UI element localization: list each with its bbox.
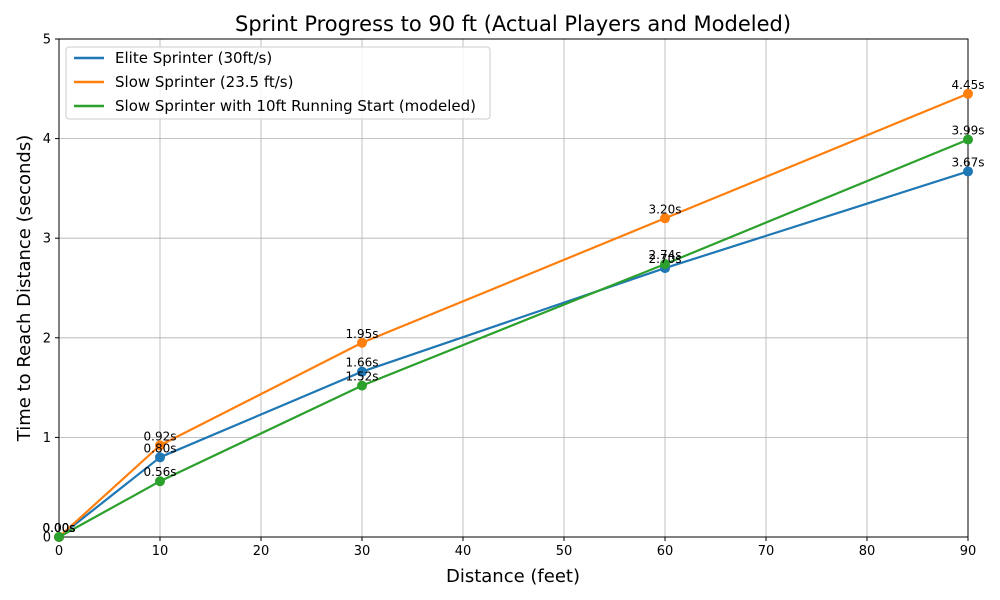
x-axis-title: Distance (feet): [446, 566, 580, 587]
data-point: [963, 88, 973, 99]
legend-label-1: Elite Sprinter (30ft/s): [115, 49, 272, 67]
x-tick-label: 30: [354, 544, 371, 559]
x-tick-label: 90: [960, 544, 977, 559]
data-label: 0.56s: [144, 465, 177, 479]
data-label: 3.67s: [952, 155, 985, 169]
y-tick-label: 1: [43, 431, 51, 446]
data-point: [155, 476, 165, 487]
y-tick-label: 5: [43, 33, 51, 48]
data-point: [963, 166, 973, 177]
data-labels: 0.00s0.80s1.66s2.70s3.67s0.00s0.92s1.95s…: [43, 78, 985, 535]
x-tick-label: 50: [556, 544, 573, 559]
x-tick-label: 60: [657, 544, 674, 559]
data-label: 1.52s: [346, 370, 379, 384]
data-point: [357, 366, 367, 377]
data-point: [155, 440, 165, 451]
data-label: 3.99s: [952, 124, 985, 138]
x-tick-label: 80: [859, 544, 876, 559]
legend-label-2: Slow Sprinter (23.5 ft/s): [115, 73, 293, 91]
x-tick-label: 10: [152, 544, 169, 559]
y-tick-label: 0: [43, 531, 51, 546]
y-tick-label: 2: [43, 331, 51, 346]
data-label: 0.80s: [144, 441, 177, 455]
data-label: 1.95s: [346, 327, 379, 341]
series-lines: [54, 88, 973, 542]
x-tick-label: 0: [55, 544, 63, 559]
data-point: [357, 337, 367, 348]
data-label: 1.66s: [346, 356, 379, 370]
x-tick-label: 40: [455, 544, 472, 559]
data-label: 0.00s: [43, 521, 76, 535]
data-point: [963, 134, 973, 145]
data-label: 2.70s: [649, 252, 682, 266]
data-label: 4.45s: [952, 78, 985, 92]
chart-title: Sprint Progress to 90 ft (Actual Players…: [235, 12, 791, 36]
x-tick-label: 70: [758, 544, 775, 559]
data-label: 2.74s: [649, 248, 682, 262]
data-point: [660, 259, 670, 270]
legend: Elite Sprinter (30ft/s) Slow Sprinter (23…: [65, 46, 491, 120]
y-axis-title: Time to Reach Distance (seconds): [14, 135, 35, 442]
x-axis-ticks: 0 10 20 30 40 50 60 70 80 90: [55, 537, 976, 559]
data-label: 0.92s: [144, 429, 177, 443]
legend-box: [65, 46, 491, 120]
y-tick-label: 3: [43, 232, 51, 247]
data-label: 0.00s: [43, 521, 76, 535]
data-point: [54, 532, 64, 542]
data-point: [660, 213, 670, 224]
legend-label-3: Slow Sprinter with 10ft Running Start (m…: [115, 97, 476, 115]
plot-frame: [58, 38, 969, 538]
data-label: 0.00s: [43, 521, 76, 535]
y-tick-label: 4: [43, 132, 51, 147]
x-tick-label: 20: [253, 544, 270, 559]
data-label: 3.20s: [649, 202, 682, 216]
data-point: [357, 380, 367, 391]
data-point: [155, 452, 165, 463]
